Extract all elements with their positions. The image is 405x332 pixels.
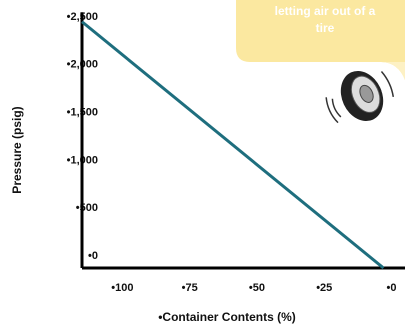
y-tick-label: •500 [76, 202, 98, 214]
x-tick-label: •100 [111, 282, 133, 294]
y-axis-label: Pressure (psig) [10, 106, 24, 193]
annotation-fold [380, 62, 405, 80]
chart: letting air out of a tire Pressure (psig… [0, 0, 405, 332]
x-tick-label: •25 [316, 282, 332, 294]
annotation: letting air out of a [275, 4, 376, 18]
x-axis-label: •Container Contents (%) [158, 310, 296, 324]
x-tick-label: •0 [387, 282, 397, 294]
x-tick-label: •75 [182, 282, 198, 294]
x-tick-label: •50 [249, 282, 265, 294]
tire-icon [319, 60, 400, 135]
annotation: tire [316, 21, 335, 35]
y-tick-label: •0 [88, 250, 98, 262]
